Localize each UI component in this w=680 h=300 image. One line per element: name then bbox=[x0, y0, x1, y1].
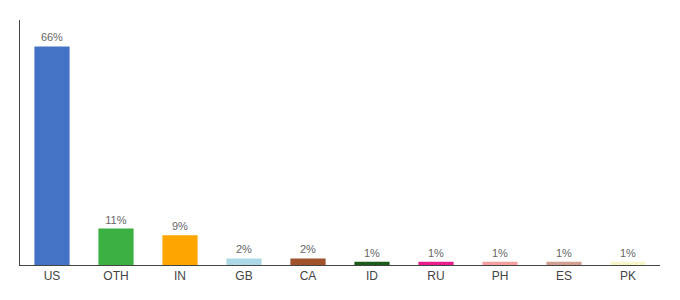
svg-text:1%: 1% bbox=[556, 247, 572, 259]
svg-text:GB: GB bbox=[235, 269, 252, 283]
svg-text:PH: PH bbox=[492, 269, 509, 283]
svg-text:1%: 1% bbox=[364, 247, 380, 259]
svg-text:1%: 1% bbox=[428, 247, 444, 259]
svg-text:ID: ID bbox=[366, 269, 378, 283]
svg-text:PK: PK bbox=[620, 269, 636, 283]
svg-text:US: US bbox=[44, 269, 61, 283]
svg-text:RU: RU bbox=[427, 269, 444, 283]
svg-text:9%: 9% bbox=[172, 220, 188, 232]
svg-text:OTH: OTH bbox=[103, 269, 128, 283]
svg-text:CA: CA bbox=[300, 269, 317, 283]
svg-text:2%: 2% bbox=[300, 243, 316, 255]
svg-text:1%: 1% bbox=[492, 247, 508, 259]
svg-text:IN: IN bbox=[174, 269, 186, 283]
svg-text:11%: 11% bbox=[105, 214, 126, 226]
svg-text:2%: 2% bbox=[236, 243, 252, 255]
svg-text:ES: ES bbox=[556, 269, 572, 283]
svg-text:66%: 66% bbox=[41, 31, 63, 43]
svg-text:1%: 1% bbox=[620, 247, 636, 259]
